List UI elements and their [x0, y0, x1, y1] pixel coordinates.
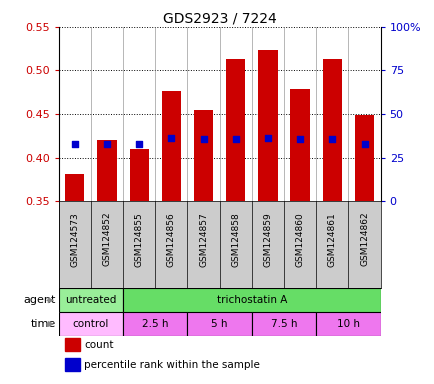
Bar: [226, 59, 245, 201]
Bar: [59, 288, 123, 312]
Bar: [161, 91, 181, 201]
Point: [296, 136, 303, 142]
Text: GSM124862: GSM124862: [359, 212, 368, 266]
Text: 7.5 h: 7.5 h: [270, 319, 296, 329]
Text: GSM124861: GSM124861: [327, 212, 336, 266]
Point: [168, 134, 174, 141]
Point: [328, 136, 335, 142]
Text: control: control: [72, 319, 109, 329]
Point: [360, 141, 367, 147]
Point: [232, 136, 239, 142]
Bar: [251, 312, 316, 336]
Text: GSM124573: GSM124573: [70, 212, 79, 266]
Text: 5 h: 5 h: [211, 319, 227, 329]
Bar: [65, 338, 79, 351]
Text: trichostatin A: trichostatin A: [216, 295, 286, 305]
Text: GSM124852: GSM124852: [102, 212, 111, 266]
Point: [264, 134, 271, 141]
Text: 10 h: 10 h: [336, 319, 359, 329]
Text: agent: agent: [23, 295, 56, 305]
Bar: [322, 59, 341, 201]
Text: time: time: [30, 319, 56, 329]
Text: 2.5 h: 2.5 h: [142, 319, 168, 329]
Bar: [97, 140, 116, 201]
Bar: [129, 149, 148, 201]
Text: count: count: [84, 340, 114, 350]
Text: untreated: untreated: [65, 295, 116, 305]
Text: GSM124856: GSM124856: [167, 212, 175, 266]
Point: [71, 141, 78, 147]
Bar: [65, 358, 79, 371]
Point: [200, 136, 207, 142]
Text: GSM124860: GSM124860: [295, 212, 304, 266]
Text: GSM124855: GSM124855: [135, 212, 143, 266]
Bar: [290, 89, 309, 201]
Bar: [65, 174, 84, 201]
Title: GDS2923 / 7224: GDS2923 / 7224: [162, 12, 276, 26]
Text: percentile rank within the sample: percentile rank within the sample: [84, 360, 260, 370]
Bar: [354, 115, 373, 201]
Text: GSM124858: GSM124858: [231, 212, 240, 266]
Bar: [123, 288, 380, 312]
Bar: [59, 312, 123, 336]
Bar: [187, 312, 251, 336]
Point: [135, 141, 142, 147]
Point: [103, 141, 110, 147]
Text: GSM124859: GSM124859: [263, 212, 272, 266]
Bar: [316, 312, 380, 336]
Bar: [258, 50, 277, 201]
Bar: [123, 312, 187, 336]
Text: GSM124857: GSM124857: [199, 212, 207, 266]
Bar: [194, 110, 213, 201]
